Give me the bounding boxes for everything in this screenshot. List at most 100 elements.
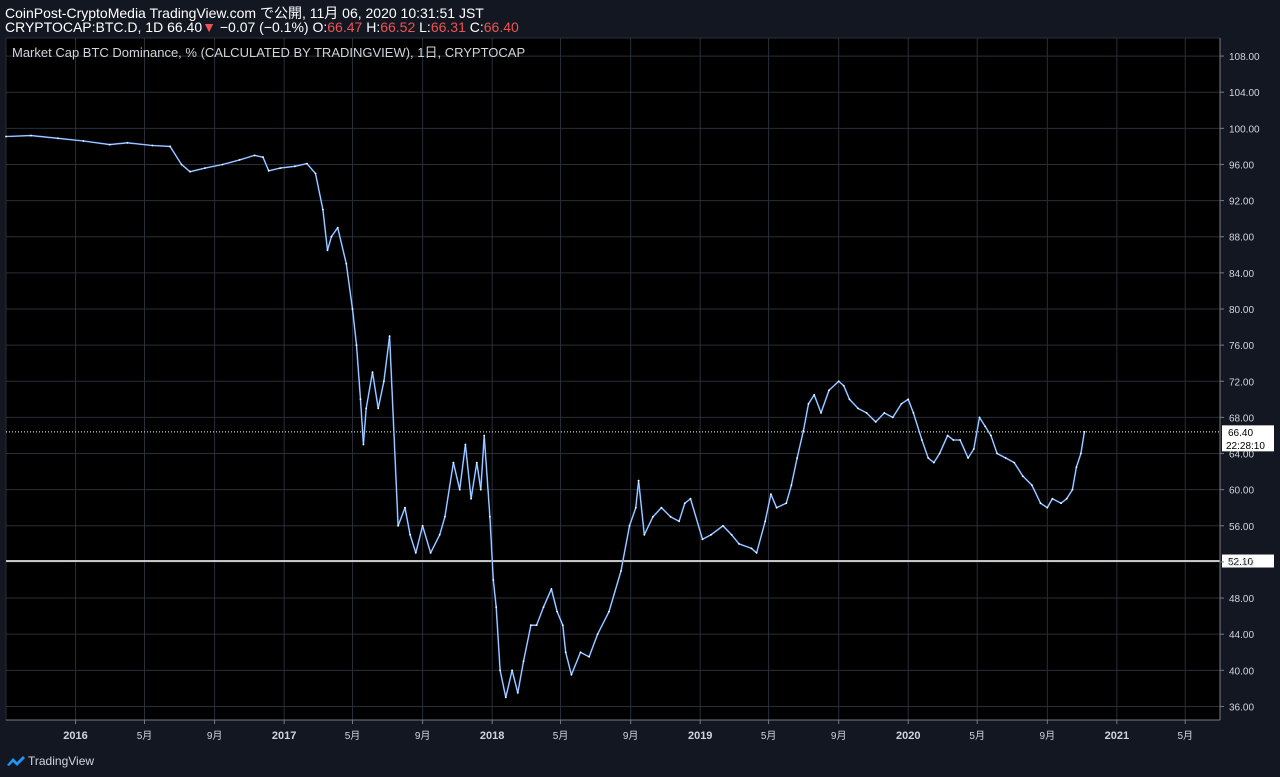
data-point — [972, 448, 975, 450]
data-point — [262, 156, 264, 159]
data-point — [429, 552, 432, 554]
data-point — [900, 402, 903, 405]
data-point — [479, 488, 482, 491]
data-point — [1060, 502, 1062, 505]
data-point — [5, 135, 7, 138]
y-tick-label: 36.00 — [1229, 702, 1254, 713]
data-point — [556, 610, 558, 613]
y-tick-label: 64.00 — [1229, 450, 1254, 461]
data-point — [351, 308, 354, 310]
data-point — [1080, 452, 1082, 455]
down-arrow-icon: ▼ — [202, 19, 216, 35]
data-point — [189, 170, 192, 173]
data-point — [643, 533, 646, 536]
data-point — [108, 143, 111, 146]
data-point — [414, 552, 417, 554]
y-tick-label: 44.00 — [1229, 630, 1254, 641]
data-point — [1075, 466, 1078, 468]
data-point — [996, 452, 998, 455]
data-point — [933, 461, 935, 464]
y-tick-label: 96.00 — [1229, 160, 1254, 171]
data-point — [842, 384, 845, 387]
data-point — [126, 141, 129, 144]
data-point — [365, 407, 368, 410]
high-label: H: — [366, 19, 381, 35]
data-point — [238, 159, 241, 161]
data-point — [221, 163, 224, 166]
data-point — [336, 226, 339, 229]
data-point — [322, 208, 324, 211]
data-point — [820, 412, 822, 414]
data-point — [204, 167, 206, 170]
data-point — [738, 543, 740, 545]
data-point — [516, 692, 519, 694]
data-point — [828, 389, 830, 392]
data-point — [82, 140, 85, 142]
y-tick-label: 104.00 — [1229, 88, 1260, 99]
data-point — [1046, 506, 1049, 509]
x-tick-label: 9月 — [415, 730, 431, 742]
data-point — [1051, 497, 1054, 500]
data-point — [891, 416, 894, 419]
data-point — [180, 163, 183, 166]
data-point — [550, 588, 553, 590]
x-tick-label: 5月 — [553, 730, 569, 742]
data-point — [620, 570, 622, 572]
data-point — [475, 461, 478, 464]
data-point — [355, 344, 358, 346]
data-point — [564, 651, 567, 654]
data-point — [857, 407, 859, 410]
data-point — [383, 380, 385, 383]
data-point — [730, 533, 733, 536]
data-point — [314, 172, 317, 175]
data-point — [755, 552, 758, 554]
y-tick-label: 56.00 — [1229, 522, 1254, 533]
data-point — [359, 398, 362, 401]
x-tick-label: 9月 — [623, 730, 639, 742]
data-point — [628, 524, 631, 527]
y-tick-label: 72.00 — [1229, 377, 1254, 388]
data-point — [883, 412, 886, 414]
x-axis: 2016 5月 9月 2017 5月 9月 2018 5月 9月 2019 5月 9月 2020 5月 9月… — [6, 719, 1220, 742]
data-point — [596, 633, 599, 636]
data-point — [1021, 475, 1024, 477]
close-value: 66.40 — [483, 19, 519, 35]
high-value: 66.52 — [380, 19, 416, 35]
data-point — [807, 402, 810, 405]
data-point — [1031, 484, 1033, 486]
data-point — [1004, 457, 1007, 459]
data-point — [294, 165, 296, 168]
close-label: C: — [469, 19, 484, 35]
data-point — [750, 547, 753, 550]
x-tick-label: 2021 — [1105, 730, 1129, 742]
tradingview-logo-icon[interactable] — [6, 755, 26, 767]
data-point — [701, 538, 704, 541]
data-point — [492, 579, 495, 581]
tradingview-brand[interactable]: TradingView — [28, 754, 95, 768]
y-tick-label: 100.00 — [1229, 124, 1260, 135]
data-point — [722, 524, 724, 527]
y-tick-label: 40.00 — [1229, 666, 1254, 677]
x-tick-label: 2017 — [272, 730, 296, 742]
price-label-box — [1222, 554, 1274, 568]
plot-area — [5, 37, 1221, 721]
y-axis: 36.00 40.00 44.00 48.00 52.00 56.00 60.00 64.00… — [1219, 38, 1260, 720]
data-point — [464, 443, 467, 446]
y-tick-label: 84.00 — [1229, 269, 1254, 280]
data-point — [770, 493, 772, 496]
data-point — [660, 506, 663, 509]
y-tick-label: 88.00 — [1229, 233, 1254, 244]
data-point — [967, 457, 969, 459]
data-point — [689, 497, 692, 500]
data-point — [397, 524, 399, 527]
data-point — [984, 425, 987, 428]
low-label: L: — [419, 19, 431, 35]
publisher-line: CoinPost-CryptoMedia TradingView.com で公開… — [5, 5, 484, 21]
x-tick-label: 9月 — [207, 730, 223, 742]
data-point — [253, 154, 256, 157]
data-point — [710, 533, 712, 536]
data-point — [535, 624, 538, 627]
data-point — [362, 443, 365, 446]
data-point — [306, 162, 308, 165]
